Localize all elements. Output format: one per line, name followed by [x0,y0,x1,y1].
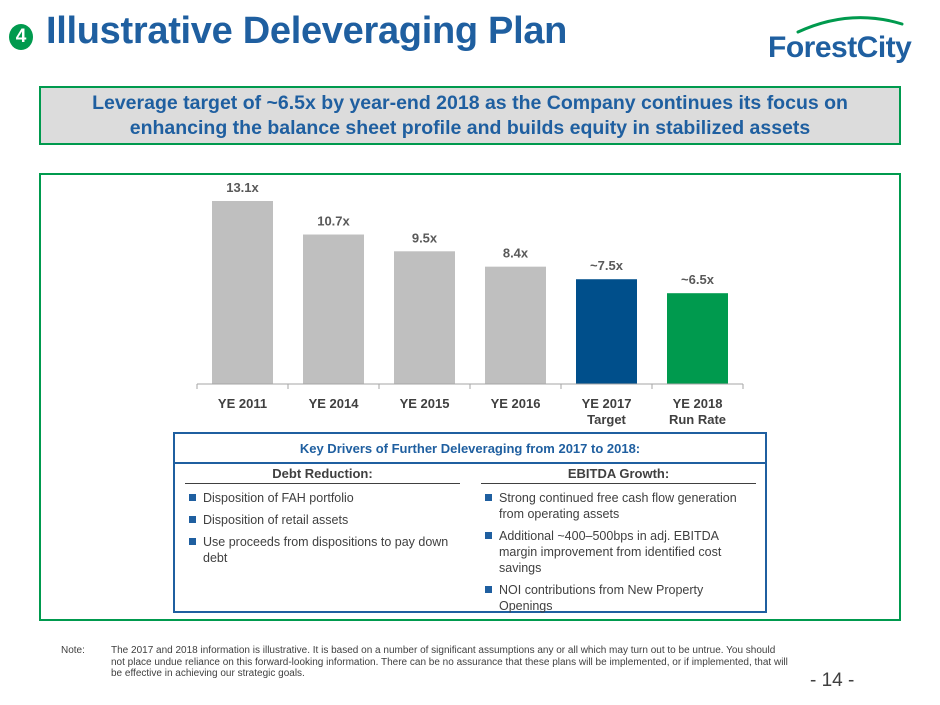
banner-line-2: enhancing the balance sheet profile and … [129,116,811,139]
data-label: 9.5x [412,230,438,245]
data-label: ~6.5x [681,272,715,287]
data-label: 10.7x [317,214,350,229]
page-number: - 14 - [810,670,855,691]
square-bullet-icon [189,516,196,523]
x-tick-label: YE 2015 [400,396,450,411]
ebitda-growth-column: EBITDA Growth: Strong continued free cas… [481,466,756,620]
square-bullet-icon [485,532,492,539]
bar [667,293,728,384]
data-label: 8.4x [503,246,529,261]
logo-arc-icon [796,16,904,34]
list-item: Additional ~400–500bps in adj. EBITDA ma… [481,528,756,576]
data-label: 13.1x [226,180,259,195]
x-tick-label: YE 2011 [218,396,267,411]
section-number-badge: 4 [9,24,33,50]
key-drivers-divider [175,462,765,464]
list-item: NOI contributions from New Property Open… [481,582,756,614]
debt-reduction-heading: Debt Reduction: [185,466,460,484]
logo-wordmark: ForestCity [768,31,912,64]
list-item: Use proceeds from dispositions to pay do… [185,534,460,566]
note-text: The 2017 and 2018 information is illustr… [111,645,788,679]
square-bullet-icon [189,538,196,545]
x-tick-label: YE 2017 [582,396,632,411]
x-tick-label: YE 2018 [673,396,723,411]
key-message-banner: Leverage target of ~6.5x by year-end 201… [39,86,901,145]
key-drivers-box: Key Drivers of Further Deleveraging from… [173,432,767,613]
x-tick-label: Target [587,412,626,427]
ebitda-growth-list: Strong continued free cash flow generati… [481,490,756,614]
bar [394,251,455,384]
square-bullet-icon [485,494,492,501]
banner-line-1: Leverage target of ~6.5x by year-end 201… [92,91,848,114]
bar [576,279,637,384]
key-drivers-title: Key Drivers of Further Deleveraging from… [299,441,641,456]
x-tick-label: YE 2016 [491,396,541,411]
page-title: Illustrative Deleveraging Plan [46,10,568,52]
debt-reduction-column: Debt Reduction: Disposition of FAH portf… [185,466,460,572]
x-tick-label: Run Rate [669,412,726,427]
data-label: ~7.5x [590,258,624,273]
content-panel [39,173,901,621]
debt-reduction-list: Disposition of FAH portfolio Disposition… [185,490,460,566]
forestcity-logo: ForestCity [768,14,912,64]
bar [485,266,546,384]
list-item: Strong continued free cash flow generati… [481,490,756,522]
list-item: Disposition of FAH portfolio [185,490,460,506]
list-item: Disposition of retail assets [185,512,460,528]
leverage-bar-chart: 13.1x YE 2011 10.7x YE 2014 9.5x YE 2015 8.4x Y… [196,180,744,427]
ebitda-growth-heading: EBITDA Growth: [481,466,756,484]
square-bullet-icon [189,494,196,501]
bar [212,201,273,384]
note-label: Note: [61,645,85,656]
bar [303,234,364,384]
x-tick-label: YE 2014 [309,396,360,411]
square-bullet-icon [485,586,492,593]
